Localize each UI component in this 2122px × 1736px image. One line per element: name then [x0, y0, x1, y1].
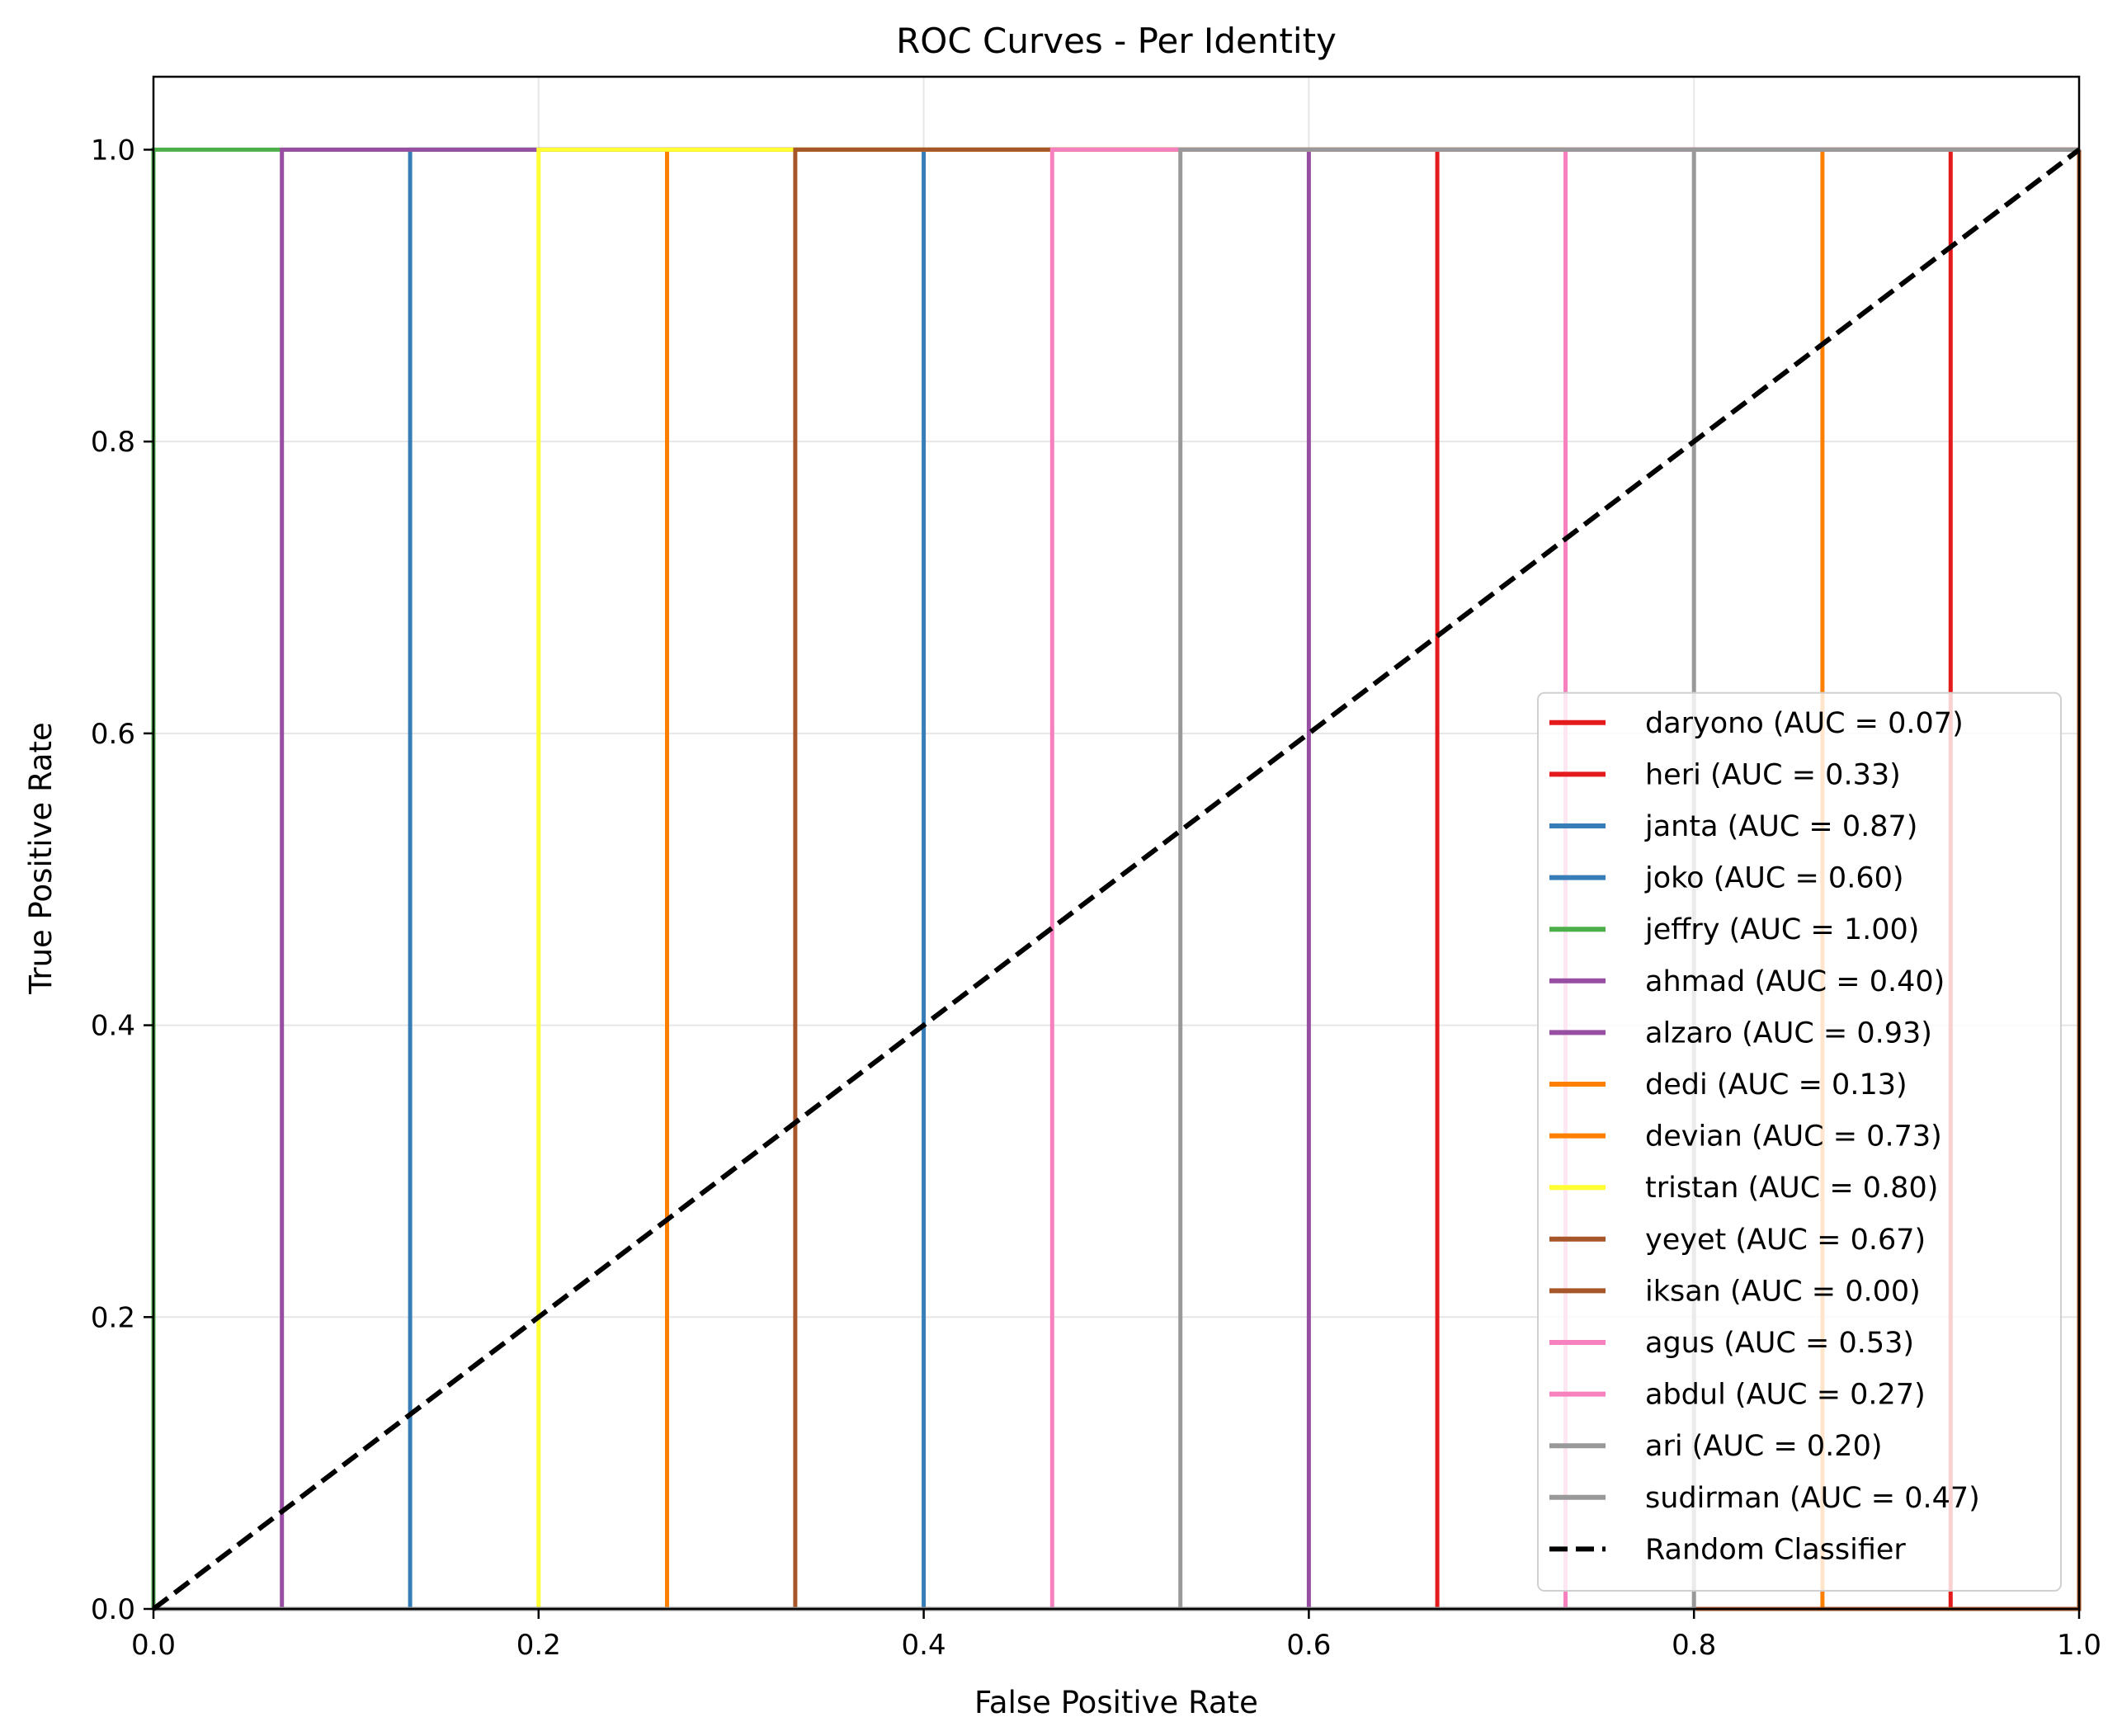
chart-title: ROC Curves - Per Identity: [896, 21, 1337, 61]
y-tick-label-1: 0.2: [91, 1301, 135, 1334]
legend-label-7: dedi (AUC = 0.13): [1645, 1068, 1907, 1102]
legend-label-12: agus (AUC = 0.53): [1645, 1327, 1914, 1360]
legend-label-9: tristan (AUC = 0.80): [1645, 1172, 1938, 1205]
legend-label-11: iksan (AUC = 0.00): [1645, 1275, 1921, 1308]
tick-layer: 0.0 0.2 0.4 0.6 0.8 1.0 0.0 0.2 0.4 0.6 0.8 1.0: [91, 134, 2101, 1662]
x-tick-label-0: 0.0: [131, 1629, 176, 1662]
x-tick-label-5: 1.0: [2057, 1629, 2101, 1662]
x-tick-label-1: 0.2: [516, 1629, 561, 1662]
legend-box: [1537, 691, 2062, 1592]
legend-label-13: abdul (AUC = 0.27): [1645, 1379, 1926, 1412]
legend-label-16: Random Classifier: [1645, 1533, 1906, 1566]
y-tick-label-0: 0.0: [91, 1593, 135, 1626]
reference-layer: [152, 148, 2081, 1611]
plot-frame: [152, 75, 2081, 1611]
legend-label-4: jeffry (AUC = 1.00): [1644, 913, 1919, 946]
x-tick-label-4: 0.8: [1672, 1629, 1716, 1662]
legend-label-3: joko (AUC = 0.60): [1644, 862, 1904, 895]
random-classifier-line: [152, 148, 2081, 1611]
y-tick-label-4: 0.8: [91, 426, 135, 459]
x-tick-label-3: 0.6: [1286, 1629, 1331, 1662]
y-tick-label-5: 1.0: [91, 134, 135, 167]
legend-label-2: janta (AUC = 0.87): [1644, 810, 1917, 843]
x-axis-label: False Positive Rate: [974, 1685, 1258, 1720]
legend-label-8: devian (AUC = 0.73): [1645, 1120, 1942, 1153]
legend: daryono (AUC = 0.07) heri (AUC = 0.33) jan…: [1537, 691, 2062, 1592]
x-tick-label-2: 0.4: [902, 1629, 946, 1662]
legend-label-5: ahmad (AUC = 0.40): [1645, 965, 1945, 998]
legend-label-6: alzaro (AUC = 0.93): [1645, 1017, 1932, 1050]
legend-label-1: heri (AUC = 0.33): [1645, 758, 1901, 791]
y-axis-label: True Positive Rate: [23, 722, 59, 995]
y-tick-label-2: 0.4: [91, 1010, 135, 1043]
legend-label-0: daryono (AUC = 0.07): [1645, 707, 1964, 740]
legend-label-10: yeyet (AUC = 0.67): [1645, 1224, 1926, 1257]
y-tick-label-3: 0.6: [91, 718, 135, 751]
legend-label-15: sudirman (AUC = 0.47): [1645, 1482, 1980, 1515]
legend-label-14: ari (AUC = 0.20): [1645, 1430, 1883, 1463]
